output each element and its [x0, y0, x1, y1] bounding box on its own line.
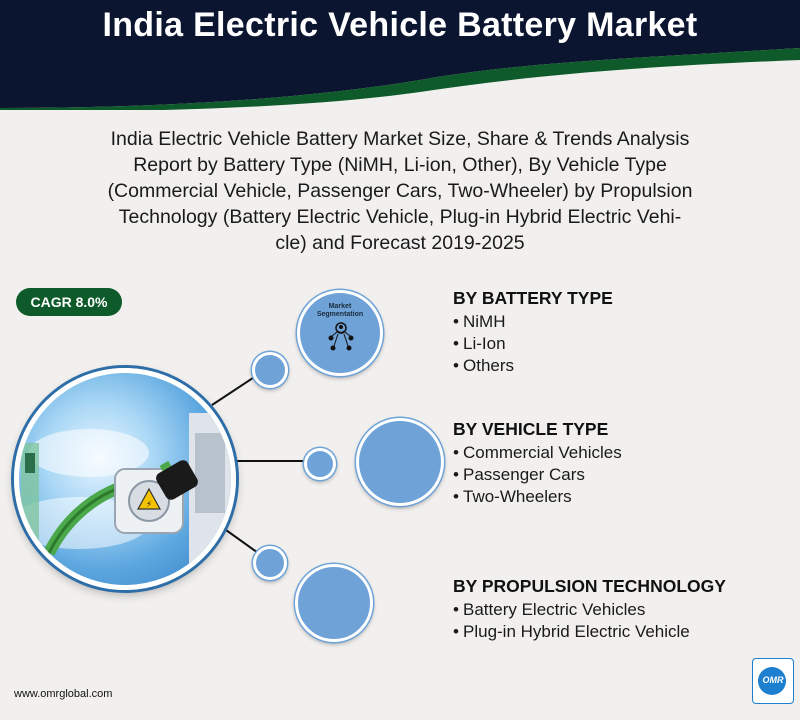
list-item-label: Others	[463, 356, 515, 375]
segmentation-label: Market Segmentation	[300, 303, 380, 319]
list-item: • Battery Electric Vehicles	[453, 599, 726, 621]
list-item: • Two-Wheelers	[453, 486, 622, 508]
page-title: India Electric Vehicle Battery Market	[102, 6, 698, 44]
header-background	[0, 0, 800, 110]
vehicle-type-circle	[356, 418, 444, 506]
segment-list: • NiMH • Li-Ion • Others	[453, 311, 613, 377]
header-accent-stripe	[0, 48, 800, 110]
small-node-circle-top	[252, 352, 288, 388]
logo-ring	[758, 667, 786, 695]
bullet: •	[453, 312, 459, 331]
list-item-label: Li-Ion	[463, 334, 506, 353]
bullet: •	[453, 356, 459, 375]
bullet: •	[453, 334, 459, 353]
subtitle-line: Technology (Battery Electric Vehicle, Pl…	[118, 206, 682, 228]
market-segmentation-circle: Market Segmentation	[297, 290, 383, 376]
subtitle-line: Report by Battery Type (NiMH, Li-ion, Ot…	[133, 154, 667, 176]
list-item: • Passenger Cars	[453, 464, 622, 486]
footer-url: www.omrglobal.com	[14, 688, 113, 700]
small-node-circle-middle	[304, 448, 336, 480]
list-item-label: Plug-in Hybrid Electric Vehicle	[463, 622, 690, 641]
header-banner: India Electric Vehicle Battery Market	[0, 0, 800, 110]
list-item: • Commercial Vehicles	[453, 442, 622, 464]
subtitle-line: cle) and Forecast 2019-2025	[275, 232, 525, 254]
svg-text:⚡: ⚡	[146, 500, 152, 510]
report-description: India Electric Vehicle Battery Market Si…	[60, 126, 740, 256]
list-item-label: NiMH	[463, 312, 506, 331]
ev-charging-illustration: ⚡	[19, 413, 231, 563]
cagr-badge: CAGR 8.0%	[16, 288, 122, 316]
section-heading: BY BATTERY TYPE	[453, 288, 613, 308]
list-item-label: Commercial Vehicles	[463, 443, 622, 462]
subtitle-line: (Commercial Vehicle, Passenger Cars, Two…	[107, 180, 693, 202]
bullet: •	[453, 622, 459, 641]
ev-charging-hero-image: ⚡	[14, 368, 236, 590]
segmentation-label-line1: Market	[328, 303, 352, 310]
bullet: •	[453, 443, 459, 462]
small-node-circle-bottom	[253, 546, 287, 580]
bullet: •	[453, 465, 459, 484]
propulsion-circle	[295, 564, 373, 642]
section-propulsion-technology: BY PROPULSION TECHNOLOGY • Battery Electr…	[453, 576, 726, 643]
subtitle-line: India Electric Vehicle Battery Market Si…	[110, 128, 690, 150]
logo-text: OMR	[762, 675, 784, 685]
segment-list: • Commercial Vehicles • Passenger Cars • Tw…	[453, 442, 622, 508]
list-item-label: Passenger Cars	[463, 465, 585, 484]
bullet: •	[453, 487, 459, 506]
list-item-label: Two-Wheelers	[463, 487, 572, 506]
list-item: • Others	[453, 355, 613, 377]
section-heading: BY VEHICLE TYPE	[453, 419, 609, 439]
bullet: •	[453, 600, 459, 619]
section-battery-type: BY BATTERY TYPE • NiMH • Li-Ion • Others	[453, 288, 613, 377]
people-network-icon	[328, 322, 354, 351]
list-item: • Plug-in Hybrid Electric Vehicle	[453, 621, 726, 643]
omr-logo: OMR	[752, 658, 794, 704]
list-item: • NiMH	[453, 311, 613, 333]
segmentation-label-line2: Segmentation	[316, 311, 364, 318]
segment-list: • Battery Electric Vehicles • Plug-in Hybr…	[453, 599, 726, 643]
list-item: • Li-Ion	[453, 333, 613, 355]
section-vehicle-type: BY VEHICLE TYPE • Commercial Vehicles • Pa…	[453, 419, 622, 508]
section-heading: BY PROPULSION TECHNOLOGY	[453, 576, 726, 596]
list-item-label: Battery Electric Vehicles	[463, 600, 646, 619]
